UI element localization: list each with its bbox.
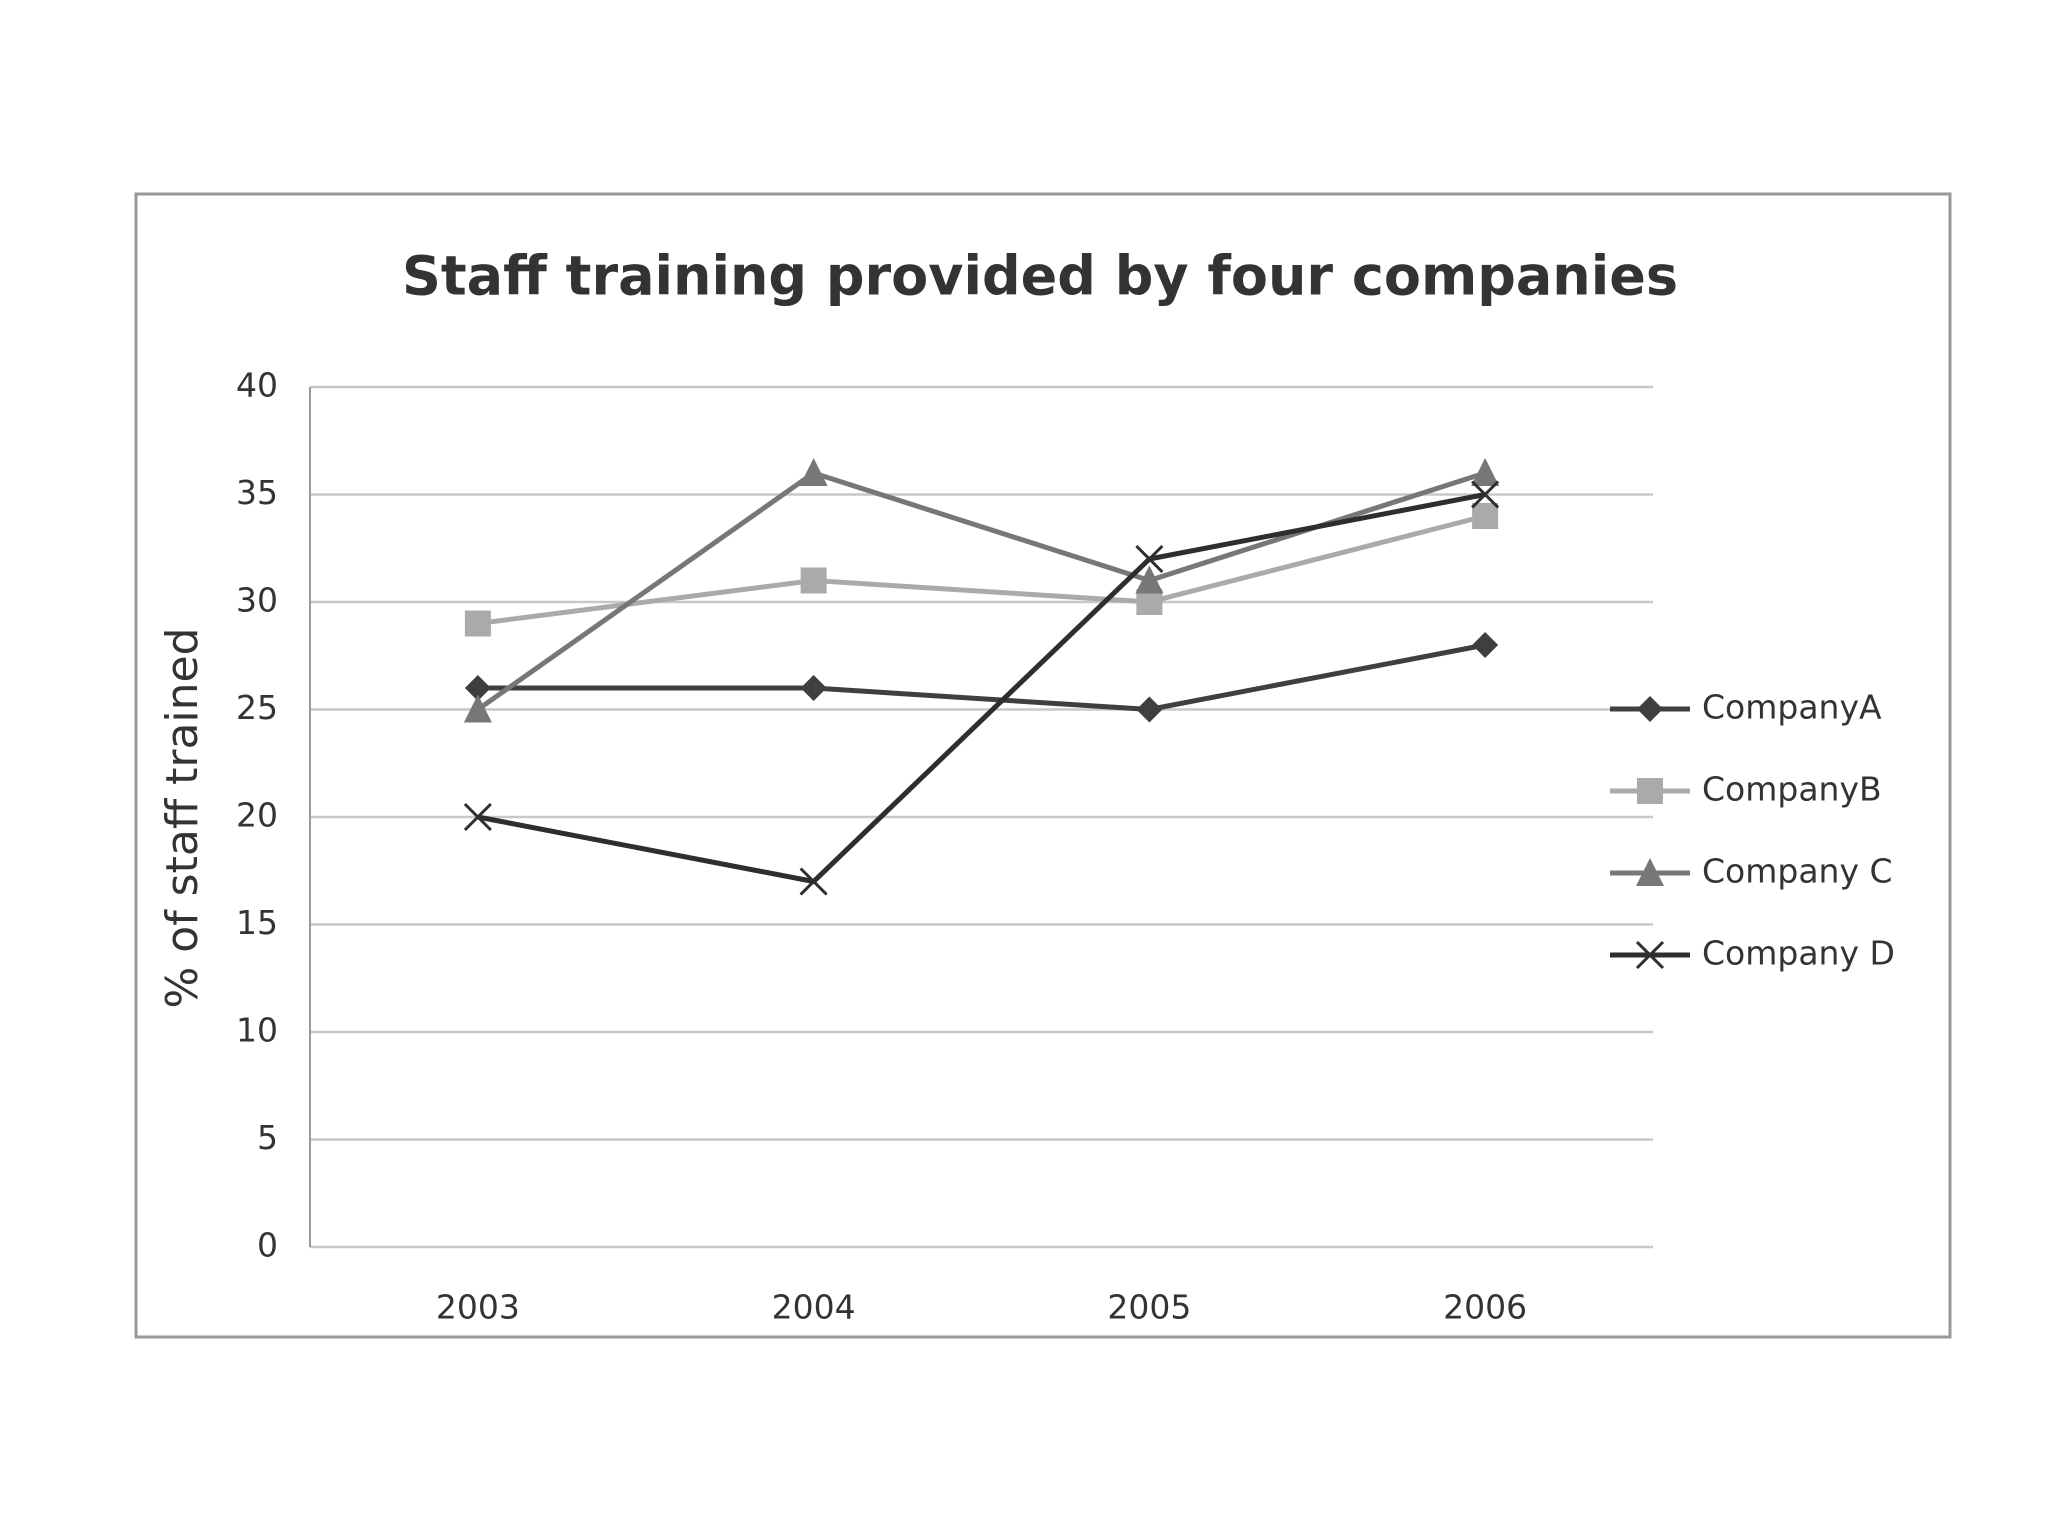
x-tick-label: 2005: [1107, 1288, 1191, 1327]
data-point: [1136, 696, 1163, 723]
data-point: [1472, 503, 1499, 529]
y-tick-label: 40: [236, 366, 278, 405]
data-point: [1135, 565, 1164, 594]
data-point: [799, 458, 828, 486]
data-point: [463, 694, 492, 723]
series-line: [477, 513, 1486, 626]
data-point: [1135, 544, 1164, 574]
x-tick-label: 2004: [772, 1288, 856, 1327]
chart-frame: [134, 192, 1952, 1339]
data-point: [463, 802, 492, 832]
series-line: [477, 642, 1486, 713]
legend-label: CompanyB: [1702, 770, 1882, 809]
y-axis-label: % of staff trained: [157, 627, 208, 1008]
y-tick-label: 25: [236, 688, 278, 727]
y-tick-label: 35: [236, 473, 278, 512]
y-tick-label: 30: [236, 581, 278, 620]
legend-label: CompanyA: [1702, 688, 1882, 727]
data-point: [799, 867, 828, 896]
data-point: [1471, 480, 1500, 509]
data-point: [464, 675, 491, 701]
chart-title: Staff training provided by four companie…: [402, 245, 1678, 308]
legend-marker: [1637, 696, 1663, 722]
legend-label: Company D: [1702, 934, 1895, 973]
legend-marker: [1635, 940, 1665, 970]
y-tick-label: 0: [257, 1226, 278, 1265]
y-tick-label: 15: [236, 903, 278, 942]
y-tick-label: 10: [236, 1011, 278, 1050]
y-tick-label: 20: [236, 796, 278, 835]
x-tick-label: 2003: [436, 1288, 520, 1327]
y-tick-label: 5: [257, 1118, 278, 1157]
legend-label: Company C: [1702, 852, 1893, 891]
series-line: [477, 492, 1486, 885]
legend-marker: [1637, 778, 1663, 804]
x-tick-label: 2006: [1443, 1288, 1527, 1327]
data-point: [1472, 632, 1499, 658]
legend-marker: [1636, 858, 1664, 886]
data-point: [800, 675, 827, 701]
data-point: [1471, 458, 1500, 486]
data-point: [800, 567, 827, 594]
data-point: [464, 610, 491, 637]
